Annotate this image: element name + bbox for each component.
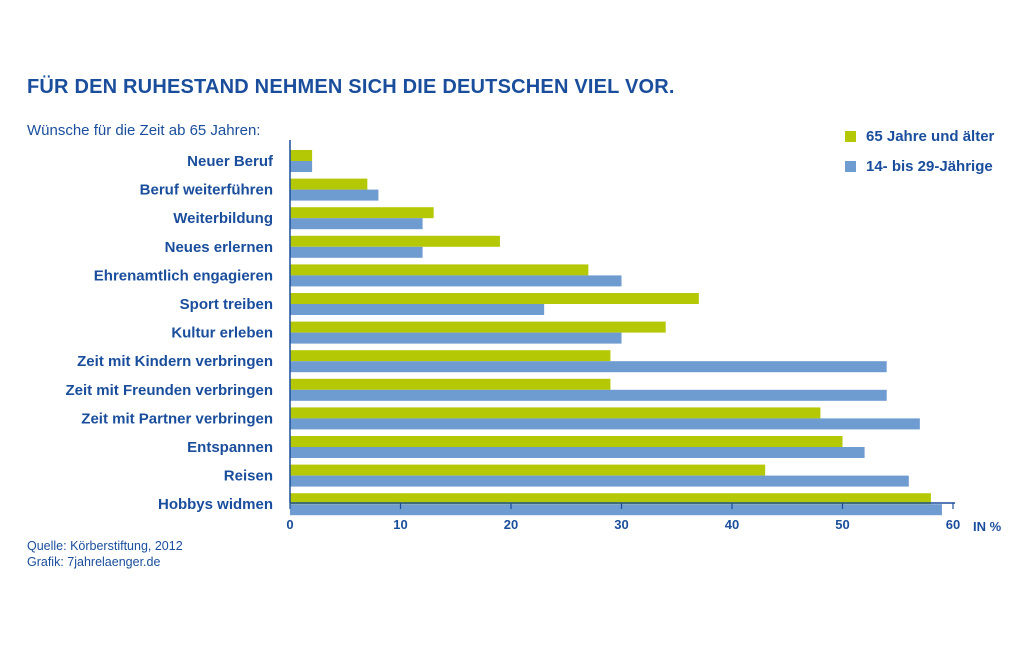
category-label: Beruf weiterführen (140, 182, 273, 199)
legend-item-old: 65 Jahre und älter (845, 121, 994, 151)
credit-line: Grafik: 7jahrelaenger.de (27, 555, 161, 569)
x-tick-label: 60 (946, 517, 960, 532)
x-axis-unit-label: IN % (973, 519, 1002, 534)
bar-65-plus (290, 293, 699, 304)
legend-item-young: 14- bis 29-Jährige (845, 151, 994, 181)
x-tick-label: 30 (614, 517, 628, 532)
legend-label-old: 65 Jahre und älter (866, 127, 995, 145)
bar-65-plus (290, 150, 313, 161)
bar-65-plus (290, 436, 843, 447)
bar-14-29 (290, 189, 379, 201)
bar-65-plus (290, 321, 666, 333)
bar-65-plus (290, 378, 611, 390)
bar-65-plus (290, 407, 821, 419)
x-tick-label: 40 (725, 517, 739, 532)
bar-14-29 (290, 246, 423, 258)
bar-65-plus (290, 464, 766, 476)
bar-14-29 (290, 447, 865, 458)
category-label: Weiterbildung (173, 210, 273, 227)
bar-65-plus (290, 350, 611, 362)
legend: 65 Jahre und älter 14- bis 29-Jährige (845, 121, 994, 181)
category-label: Kultur erleben (171, 325, 273, 342)
category-label: Hobbys widmen (158, 496, 273, 513)
category-label: Entspannen (187, 439, 273, 456)
bar-14-29 (290, 475, 909, 487)
legend-swatch-old (845, 130, 856, 142)
bar-14-29 (290, 418, 920, 430)
bar-65-plus (290, 264, 589, 276)
category-label: Reisen (224, 468, 273, 485)
bar-14-29 (290, 218, 423, 230)
x-tick-label: 50 (835, 517, 849, 532)
bar-14-29 (290, 275, 622, 287)
legend-swatch-young (845, 160, 856, 172)
bar-14-29 (290, 389, 887, 401)
legend-label-young: 14- bis 29-Jährige (866, 157, 993, 175)
source-note: Quelle: Körberstiftung, 2012 Grafik: 7ja… (27, 538, 183, 570)
category-label: Zeit mit Partner verbringen (81, 410, 273, 427)
bar-14-29 (290, 361, 887, 373)
category-label: Ehrenamtlich engagieren (94, 267, 273, 284)
bar-65-plus (290, 493, 931, 505)
bar-65-plus (290, 207, 434, 219)
bar-14-29 (290, 332, 622, 344)
bar-14-29 (290, 504, 942, 516)
x-tick-label: 0 (286, 517, 293, 532)
category-label: Zeit mit Kindern verbringen (77, 353, 273, 370)
category-label: Neues erlernen (165, 239, 273, 256)
source-line: Quelle: Körberstiftung, 2012 (27, 539, 183, 553)
bar-14-29 (290, 304, 545, 315)
category-label: Zeit mit Freunden verbringen (65, 382, 273, 399)
bar-65-plus (290, 178, 368, 190)
bar-14-29 (290, 161, 313, 172)
x-tick-label: 20 (504, 517, 518, 532)
bar-65-plus (290, 235, 500, 247)
category-label: Neuer Beruf (187, 153, 274, 170)
x-tick-label: 10 (393, 517, 407, 532)
chart-subtitle: Wünsche für die Zeit ab 65 Jahren: (27, 122, 261, 139)
chart-title: FÜR DEN RUHESTAND NEHMEN SICH DIE DEUTSC… (27, 76, 675, 98)
category-label: Sport treiben (180, 296, 273, 313)
